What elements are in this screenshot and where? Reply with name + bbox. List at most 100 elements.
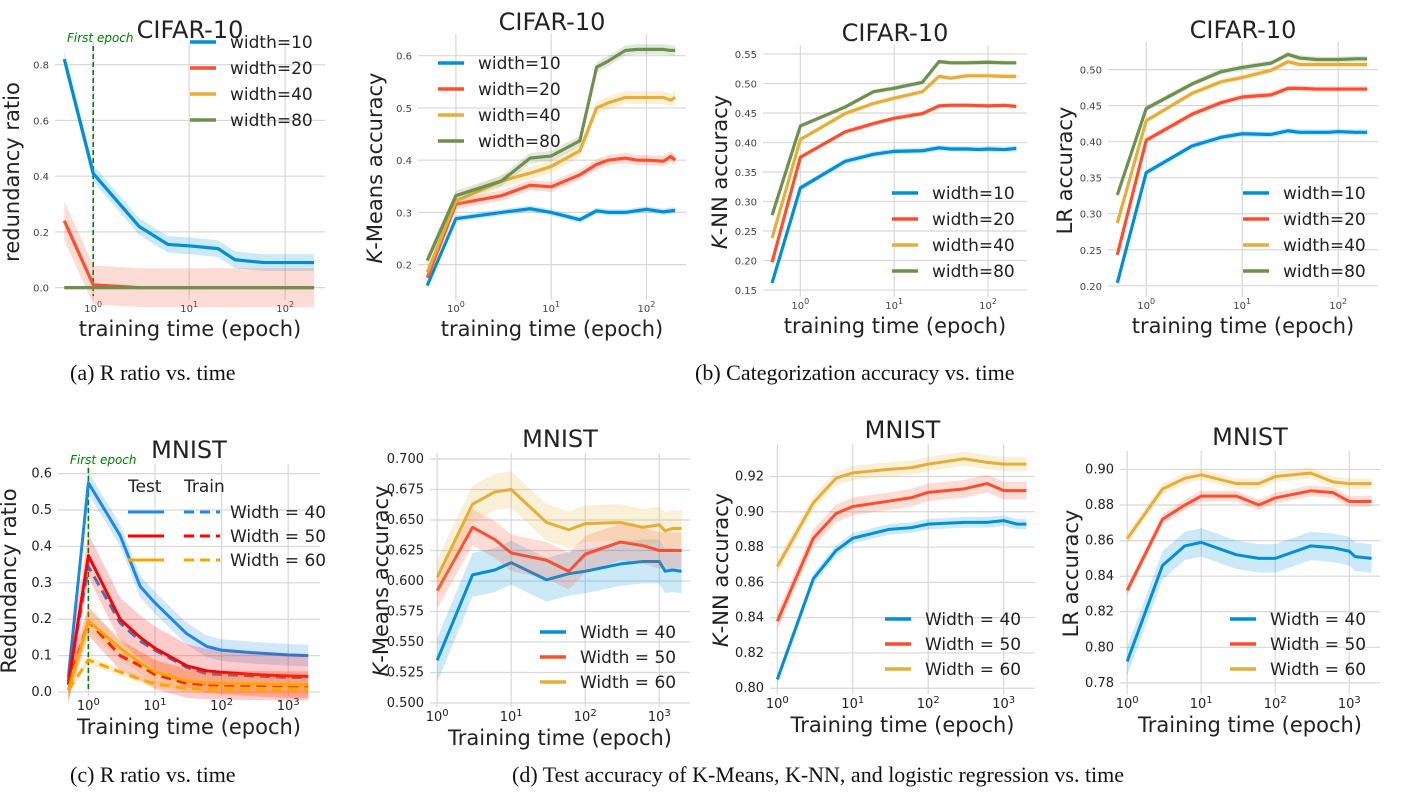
x-axis-label: training time (epoch) [784, 314, 1007, 338]
confidence-band [64, 50, 315, 271]
legend: width=10 width=20 width=40 width=80 [1243, 184, 1366, 282]
y-tick-label: 0.40 [735, 138, 757, 149]
legend-label: width=10 [230, 33, 313, 53]
legend: Width = 40 Width = 50 Width = 60 [1230, 610, 1366, 680]
legend-label: Width = 60 [230, 551, 326, 571]
y-axis-label: K-Means accuracy [363, 73, 387, 264]
y-tick-label: 0.80 [735, 681, 764, 696]
series-line [66, 554, 309, 685]
y-tick-label: 0.90 [735, 505, 764, 520]
x-tick-label: 101 [180, 300, 198, 315]
y-tick-label: 0.600 [387, 574, 424, 589]
y-tick-label: 0.650 [387, 513, 424, 528]
y-axis-label: K-Means accuracy [369, 486, 393, 677]
x-tick-label: 101 [542, 300, 560, 315]
x-tick-label: 100 [1137, 297, 1155, 312]
legend-label: Width = 40 [580, 623, 676, 643]
x-tick-label: 101 [144, 697, 167, 714]
y-tick-label: 0.30 [1080, 210, 1102, 221]
series-width-60 [435, 471, 682, 596]
y-tick-label: 0.45 [735, 109, 757, 120]
y-tick-label: 0.86 [1085, 534, 1114, 549]
y-tick-label: 0.3 [31, 576, 52, 591]
chart-title: MNIST [1212, 423, 1288, 451]
legend: Width = 40 Width = 50 Width = 60 [540, 623, 676, 693]
x-tick-label: 100 [84, 300, 102, 315]
caption-d: (d) Test accuracy of K-Means, K-NN, and … [512, 762, 1125, 787]
chart-title: CIFAR-10 [499, 8, 606, 36]
x-axis-label: training time (epoch) [441, 317, 664, 341]
grid: 0.20 0.25 0.30 0.35 0.40 0.45 0.50 100 101 102 [1080, 42, 1378, 312]
y-tick-label: 0.80 [1085, 640, 1114, 655]
legend-label: Width = 50 [925, 635, 1021, 655]
legend-label: width=40 [230, 85, 313, 105]
legend-label: width=10 [1283, 184, 1366, 204]
y-tick-label: 0.88 [735, 540, 764, 555]
series-width-50-test [66, 533, 309, 707]
x-tick-label: 103 [648, 708, 671, 725]
x-tick-label: 101 [1233, 297, 1251, 312]
series-width-20 [770, 102, 1017, 265]
x-tick-label: 100 [791, 297, 809, 312]
series-width-60-train [67, 656, 309, 694]
legend-label: Width = 50 [1270, 635, 1366, 655]
series-width-60-test [66, 610, 309, 702]
legend-label: Width = 60 [580, 673, 676, 693]
x-tick-label: 103 [277, 697, 300, 714]
confidence-band [68, 533, 309, 707]
chart-title: MNIST [151, 436, 227, 464]
y-tick-label: 0.2 [396, 261, 412, 272]
x-axis-label: Training time (epoch) [447, 726, 672, 750]
x-tick-label: 102 [1329, 297, 1347, 312]
y-tick-label: 0.90 [1085, 462, 1114, 477]
y-axis-label: LR accuracy [1053, 107, 1077, 235]
confidence-band [68, 610, 309, 702]
legend: width=10 width=20 width=40 width=80 [438, 54, 561, 152]
chart-cifar-knn: 0.15 0.20 0.25 0.30 0.35 0.40 0.45 0.50 0.55 100 1… [708, 19, 1027, 338]
y-tick-label: 0.92 [735, 469, 764, 484]
x-tick-label: 102 [917, 695, 940, 712]
series-line [66, 481, 309, 678]
legend: width=10 width=20 width=40 width=80 [190, 33, 313, 131]
series-width-40 [1115, 58, 1368, 226]
y-tick-label: 0.50 [735, 79, 757, 90]
y-tick-label: 0.35 [735, 168, 757, 179]
legend-label: width=80 [478, 132, 561, 152]
confidence-band [1127, 485, 1372, 596]
legend-header-test: Test [127, 477, 162, 497]
y-tick-label: 0.82 [1085, 605, 1114, 620]
confidence-band [427, 151, 676, 283]
y-axis-label: Redundancy ratio [0, 488, 21, 673]
legend-label: width=10 [478, 54, 561, 74]
y-axis-label: redundancy ratio [0, 82, 24, 262]
x-tick-label: 100 [766, 695, 789, 712]
series-line [770, 103, 1017, 263]
y-tick-label: 0.78 [1085, 676, 1114, 691]
series-width-10 [1115, 127, 1368, 286]
series-line [66, 619, 309, 691]
confidence-band [68, 471, 309, 689]
y-tick-label: 0.550 [387, 635, 424, 650]
x-tick-label: 103 [1338, 695, 1361, 712]
legend-label: Width = 40 [1270, 610, 1366, 630]
grid: 0.15 0.20 0.25 0.30 0.35 0.40 0.45 0.50 0.55 100 1… [735, 45, 1027, 312]
legend-label: width=10 [932, 184, 1015, 204]
legend-label: width=20 [1283, 210, 1366, 230]
y-tick-label: 0.4 [396, 156, 412, 167]
y-tick-label: 0.84 [735, 611, 764, 626]
y-tick-label: 0.0 [31, 685, 52, 700]
x-axis-label: Training time (epoch) [76, 715, 301, 739]
x-tick-label: 100 [77, 697, 100, 714]
series-width-50 [1125, 485, 1372, 596]
x-tick-label: 102 [210, 697, 233, 714]
x-tick-label: 103 [992, 695, 1015, 712]
y-tick-label: 0.30 [735, 198, 757, 209]
chart-title: CIFAR-10 [1190, 16, 1297, 44]
y-tick-label: 0.2 [33, 228, 49, 239]
x-tick-label: 100 [447, 300, 465, 315]
y-tick-label: 0.40 [1080, 138, 1102, 149]
y-tick-label: 0.82 [735, 646, 764, 661]
